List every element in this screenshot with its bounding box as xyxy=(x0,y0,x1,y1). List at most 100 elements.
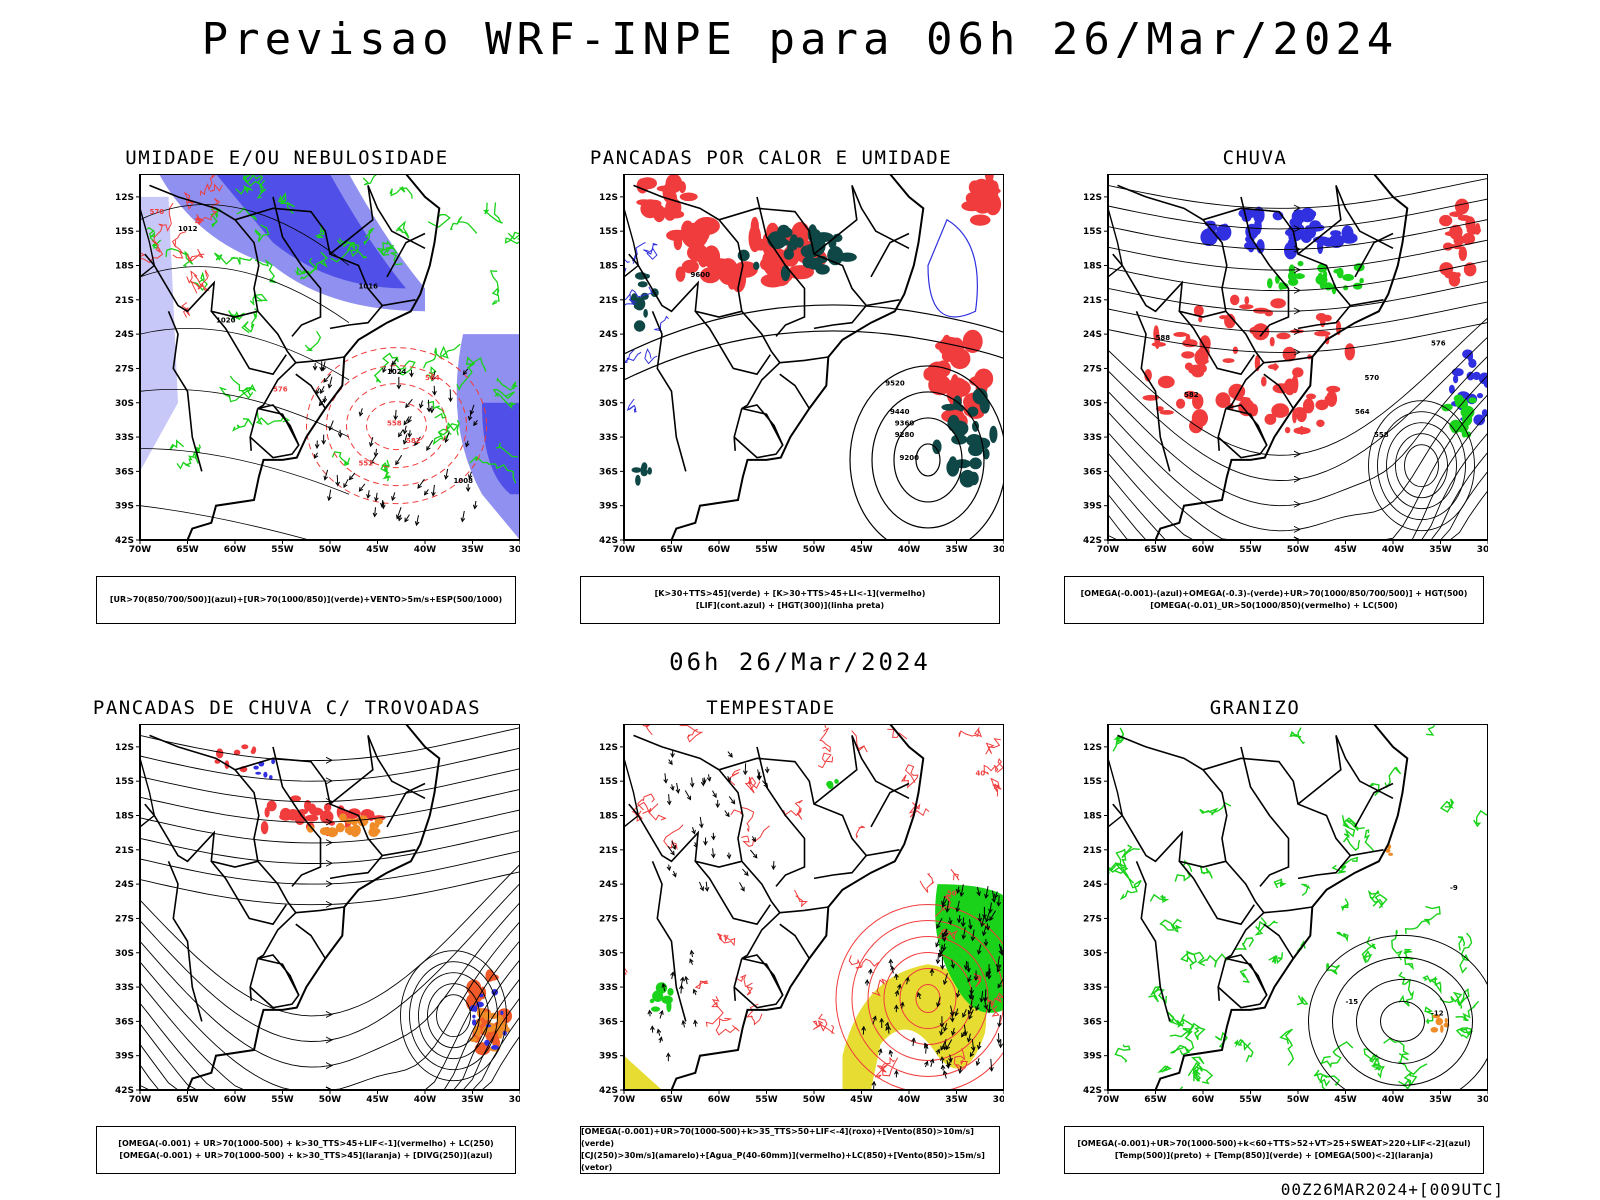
lon-tick-label: 70W xyxy=(1097,545,1120,554)
lon-tick-label: 35W xyxy=(945,1095,968,1104)
lat-tick-label: 30S xyxy=(115,399,134,409)
caption-line: [K>30+TTS>45](verde) + [K>30+TTS>45+LI<-… xyxy=(654,589,926,598)
lat-tick-label: 18S xyxy=(115,262,134,272)
contour-label: 576 xyxy=(273,385,288,393)
lat-tick-label: 27S xyxy=(599,914,618,924)
map-fields: 40 50 xyxy=(624,724,1004,1090)
lat-tick-label: 18S xyxy=(1083,262,1102,272)
lon-tick-label: 65W xyxy=(1144,545,1167,554)
lon-tick-label: 65W xyxy=(1144,1095,1167,1104)
contour-label: 9520 xyxy=(885,380,905,388)
lat-tick-label: 42S xyxy=(115,1086,134,1096)
map-fields: 9600 9520 9440 9360 9280 9200 xyxy=(624,174,1004,540)
lat-tick-label: 21S xyxy=(1083,846,1102,856)
contour-label: 1024 xyxy=(387,368,407,376)
lat-tick-label: 18S xyxy=(1083,812,1102,822)
panel-trovoadas: PANCADAS DE CHUVA C/ TROVOADAS 12S 15S 18S… xyxy=(52,696,522,1174)
lat-tick-label: 27S xyxy=(1083,364,1102,374)
contour-label: 576 xyxy=(1431,340,1446,348)
lon-tick-label: 50W xyxy=(319,545,342,554)
lon-tick-label: 50W xyxy=(803,545,826,554)
lon-tick-label: 55W xyxy=(271,1095,294,1104)
caption-line: [Temp(500)](preto) + [Temp(850)](verde) … xyxy=(1114,1151,1434,1160)
caption-line: [OMEGA(-0.001)+UR>70(1000-500)+k<60+TTS>… xyxy=(1077,1139,1471,1148)
map-borders xyxy=(1108,174,1409,540)
lon-tick-label: 60W xyxy=(1192,545,1215,554)
lat-tick-label: 39S xyxy=(115,502,134,512)
lat-tick-label: 33S xyxy=(599,983,618,993)
lon-tick-label: 55W xyxy=(755,545,778,554)
lat-tick-label: 33S xyxy=(599,433,618,443)
lon-tick-label: 60W xyxy=(1192,1095,1215,1104)
lat-tick-label: 21S xyxy=(115,846,134,856)
contour-label: 570 xyxy=(150,208,165,216)
lat-tick-label: 15S xyxy=(115,777,134,787)
panel-tempestade: TEMPESTADE 40 50 12S 15S 18S 21S 24S 27S 30S 33S 3… xyxy=(536,696,1006,1174)
caption-line: [OMEGA(-0.001) + UR>70(1000-500) + k>30_… xyxy=(119,1151,493,1160)
lat-tick-label: 36S xyxy=(599,467,618,477)
lat-tick-label: 15S xyxy=(1083,227,1102,237)
contour-label: -12 xyxy=(1431,1010,1444,1018)
contour-label: 1020 xyxy=(216,317,236,325)
map-pancadas-calor[interactable]: 9600 9520 9440 9360 9280 9200 12S 15S 18S 21S 24S 2… xyxy=(580,174,1004,554)
lon-tick-label: 35W xyxy=(945,545,968,554)
lon-tick-label: 55W xyxy=(1239,1095,1262,1104)
contour-label: 40 xyxy=(976,770,986,778)
lon-tick-label: 30W xyxy=(993,545,1004,554)
lon-tick-label: 55W xyxy=(1239,545,1262,554)
lat-tick-label: 30S xyxy=(1083,399,1102,409)
lon-tick-label: 45W xyxy=(366,545,389,554)
lat-tick-label: 30S xyxy=(1083,949,1102,959)
page-title: Previsao WRF-INPE para 06h 26/Mar/2024 xyxy=(201,14,1399,65)
lon-tick-label: 70W xyxy=(129,1095,152,1104)
map-borders xyxy=(1108,724,1409,1090)
contour-label: 582 xyxy=(1184,391,1199,399)
lat-tick-label: 12S xyxy=(115,193,134,203)
lon-tick-label: 30W xyxy=(509,1095,520,1104)
lon-tick-label: 45W xyxy=(1334,1095,1357,1104)
contour-label: 552 xyxy=(359,460,374,468)
lon-tick-label: 35W xyxy=(1429,545,1452,554)
lon-tick-label: 55W xyxy=(271,545,294,554)
lat-tick-label: 24S xyxy=(1083,880,1102,890)
map-chuva[interactable]: 588 582 576 570 564 558 12S 15S 18S 21S 24S 27S 30S 3… xyxy=(1064,174,1488,554)
contour-label: 570 xyxy=(1365,374,1380,382)
panel-caption: [OMEGA(-0.001) + UR>70(1000-500) + k>30_… xyxy=(96,1126,516,1174)
lon-tick-label: 60W xyxy=(224,545,247,554)
panel-umidade: UMIDADE E/OU NEBULOSIDADE 1012 1016 1020 10… xyxy=(52,146,522,624)
lon-tick-label: 40W xyxy=(898,545,921,554)
map-fields: 1012 1016 1020 1024 1008 570 576 564 558 582 552 xyxy=(140,174,520,540)
lon-tick-label: 50W xyxy=(803,1095,826,1104)
lat-tick-label: 24S xyxy=(1083,330,1102,340)
map-granizo[interactable]: -15 -12 -9 12S 15S 18S 21S 24S 27S 30S 33S 36S 39S 42… xyxy=(1064,724,1488,1104)
lat-tick-label: 24S xyxy=(115,880,134,890)
lat-tick-label: 21S xyxy=(115,296,134,306)
map-tempestade[interactable]: 40 50 12S 15S 18S 21S 24S 27S 30S 33S 36S 39S 42S70W… xyxy=(580,724,1004,1104)
lat-tick-label: 42S xyxy=(1083,536,1102,546)
lat-tick-label: 21S xyxy=(1083,296,1102,306)
lon-tick-label: 70W xyxy=(613,545,636,554)
map-umidade[interactable]: 1012101610201024100857057656455858255212… xyxy=(96,174,520,554)
contour-label: 9280 xyxy=(895,431,915,439)
contour-label: 9200 xyxy=(900,454,920,462)
panel-title: PANCADAS POR CALOR E UMIDADE xyxy=(589,147,953,169)
lon-tick-label: 50W xyxy=(319,1095,342,1104)
forecast-time-title: 06h 26/Mar/2024 xyxy=(669,648,931,676)
lat-tick-label: 39S xyxy=(1083,1052,1102,1062)
contour-label: 9360 xyxy=(895,420,915,428)
lat-tick-label: 39S xyxy=(1083,502,1102,512)
lat-tick-label: 21S xyxy=(599,296,618,306)
lat-tick-label: 18S xyxy=(599,262,618,272)
lat-tick-label: 12S xyxy=(1083,193,1102,203)
lat-tick-label: 33S xyxy=(115,983,134,993)
contour-label: 9440 xyxy=(890,408,910,416)
caption-line: [UR>70(850/700/500)](azul)+[UR>70(1000/8… xyxy=(109,595,503,604)
contour-label: 558 xyxy=(1374,431,1389,439)
contour-label: 1016 xyxy=(359,282,379,290)
map-borders xyxy=(624,724,925,1090)
lat-tick-label: 39S xyxy=(115,1052,134,1062)
